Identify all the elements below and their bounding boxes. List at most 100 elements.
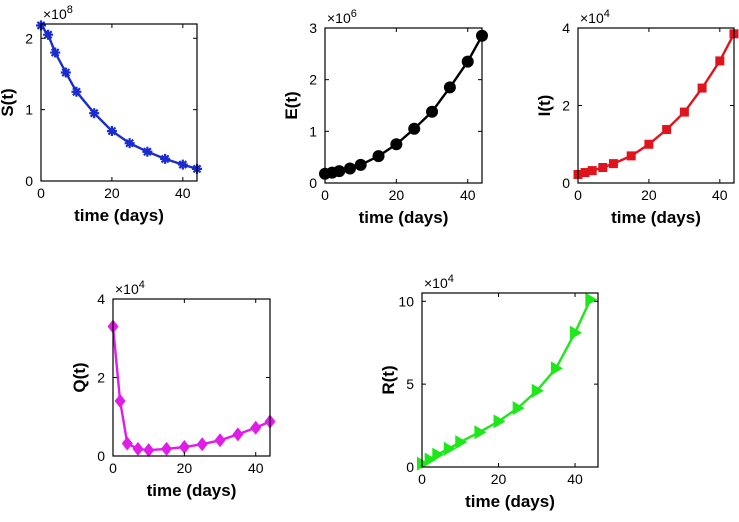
data-point-R	[531, 383, 544, 398]
data-point-S	[43, 29, 54, 40]
data-point-S	[124, 138, 135, 149]
y-axis-label: Q(t)	[70, 362, 89, 392]
data-point-I	[598, 163, 608, 172]
data-point-E	[372, 150, 385, 163]
data-point-S	[160, 153, 171, 164]
data-point-S	[89, 108, 100, 119]
data-point-S	[106, 126, 117, 137]
x-tick-label: 0	[37, 185, 45, 201]
data-point-R	[432, 447, 445, 462]
series-line-Q	[111, 326, 271, 452]
data-point-Q	[114, 394, 126, 409]
data-point-R	[493, 414, 506, 429]
y-tick-label: 1	[309, 123, 317, 139]
subplot-S: 0 20 40 0 1 2 time (days) S(t) ×108	[0, 4, 202, 225]
x-tick-label: 20	[491, 471, 507, 487]
data-point-Q	[250, 420, 262, 435]
data-point-R	[570, 325, 583, 340]
x-tick-label: 0	[574, 187, 582, 203]
data-point-S	[50, 47, 61, 58]
data-point-E	[408, 122, 421, 135]
y-axis-label: S(t)	[0, 88, 17, 116]
data-point-Q	[132, 441, 144, 456]
y-axis-label: R(t)	[379, 365, 398, 394]
axis-multiplier: ×104	[115, 279, 145, 297]
data-point-R	[585, 292, 598, 307]
data-point-Q	[121, 436, 133, 451]
y-tick-label: 4	[562, 20, 570, 36]
series-line-R	[421, 299, 592, 465]
data-point-E	[443, 81, 456, 94]
x-tick-label: 40	[712, 187, 728, 203]
y-tick-label: 0	[562, 175, 570, 191]
x-axis-label: time (days)	[74, 206, 164, 225]
data-point-I	[662, 125, 672, 135]
x-axis-label: time (days)	[359, 208, 449, 227]
axes-box-I	[577, 27, 735, 184]
data-point-R	[417, 456, 429, 471]
data-point-R	[424, 452, 437, 467]
y-tick-label: 2	[97, 370, 105, 386]
x-axis-label: time (days)	[465, 492, 555, 511]
data-point-S	[71, 86, 82, 97]
data-point-E	[333, 165, 346, 178]
data-point-I	[644, 139, 654, 149]
subplot-E: 0 20 40 0 1 2 3 time (days) E(t) ×106	[282, 8, 488, 227]
y-axis-label: I(t)	[535, 95, 554, 117]
data-point-Q	[196, 437, 208, 452]
x-tick-label: 20	[104, 185, 120, 201]
x-tick-label: 40	[175, 185, 191, 201]
axes-box-R	[421, 292, 599, 468]
data-point-I	[715, 56, 725, 66]
y-tick-label: 0	[406, 459, 414, 475]
axes-box-E	[324, 27, 483, 184]
data-point-R	[443, 441, 456, 456]
x-axis-label: time (days)	[611, 208, 701, 227]
data-point-E	[461, 55, 474, 68]
x-tick-label: 40	[567, 471, 583, 487]
series-line-S	[40, 24, 198, 171]
y-axis-label: E(t)	[282, 91, 301, 119]
x-tick-label: 40	[248, 460, 264, 476]
y-tick-label: 1	[25, 102, 33, 118]
data-point-E	[390, 138, 403, 151]
data-point-S	[60, 67, 71, 78]
y-tick-label: 2	[309, 72, 317, 88]
series-line-E	[324, 35, 484, 175]
data-point-Q	[161, 441, 173, 456]
subplot-R: 0 20 40 0 5 10 time (days) R(t) ×104	[379, 273, 599, 511]
y-tick-label: 3	[309, 20, 317, 36]
y-tick-label: 5	[406, 376, 414, 392]
x-tick-label: 40	[460, 187, 476, 203]
axis-multiplier: ×104	[580, 8, 610, 26]
data-point-Q	[143, 443, 155, 458]
x-tick-label: 0	[321, 187, 329, 203]
x-tick-label: 20	[641, 187, 657, 203]
y-tick-label: 0	[25, 173, 33, 189]
data-point-Q	[232, 427, 244, 442]
data-point-I	[587, 166, 597, 176]
data-point-I	[608, 159, 618, 169]
data-point-E	[426, 105, 439, 118]
data-point-Q	[178, 439, 190, 454]
axis-multiplier: ×104	[424, 273, 454, 291]
y-tick-label: 4	[97, 291, 105, 307]
data-point-R	[474, 425, 487, 440]
data-point-I	[580, 168, 590, 178]
data-point-E	[343, 162, 356, 175]
x-tick-label: 0	[418, 471, 426, 487]
axes-box-S	[40, 23, 198, 182]
data-point-I	[626, 151, 636, 161]
axis-multiplier: ×108	[43, 4, 73, 22]
data-point-E	[354, 158, 367, 171]
data-point-I	[679, 107, 689, 117]
x-tick-label: 20	[177, 460, 193, 476]
x-tick-label: 20	[389, 187, 405, 203]
y-tick-label: 2	[562, 98, 570, 114]
data-point-R	[550, 361, 563, 376]
axis-multiplier: ×106	[327, 8, 357, 26]
data-point-R	[455, 435, 468, 450]
x-tick-label: 0	[109, 460, 117, 476]
subplot-Q: 0 20 40 0 2 4 time (days) Q(t) ×104	[70, 279, 276, 500]
